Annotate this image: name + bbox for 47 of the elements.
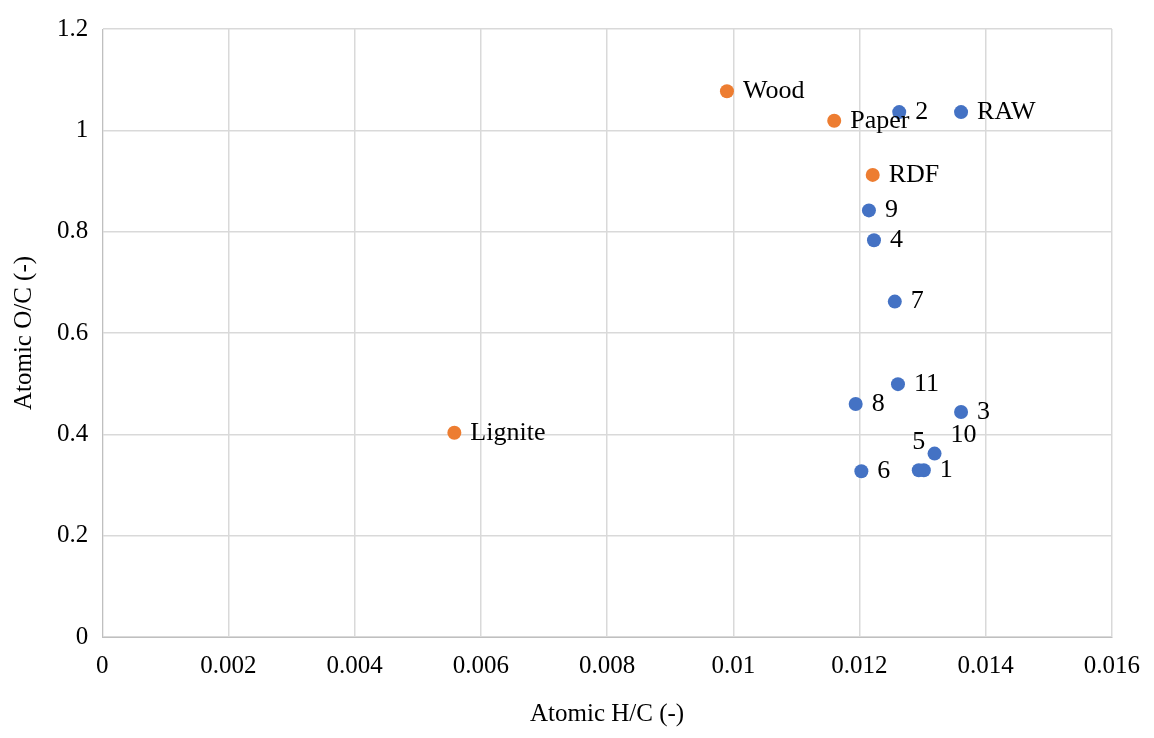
annotation: 5 [912, 426, 926, 456]
annotation: Wood [742, 75, 805, 105]
annotation: Lignite [470, 416, 546, 446]
point [848, 396, 863, 411]
point [719, 84, 734, 99]
point [865, 167, 880, 182]
x-axis-title: Atomic H/C (-) [529, 698, 685, 727]
point [866, 233, 881, 248]
y-tick-label: 0.4 [57, 418, 89, 446]
annotation: 8 [871, 387, 885, 417]
annotation: 3 [977, 395, 991, 425]
point [927, 446, 942, 461]
annotation: RAW [977, 95, 1037, 125]
y-tick-label: 0.2 [57, 520, 89, 548]
point [890, 377, 905, 392]
annotation: Paper [850, 104, 910, 134]
y-axis-title: Atomic O/C (-) [8, 255, 37, 411]
point [854, 464, 869, 479]
annotation: 10 [950, 419, 977, 449]
annotation: 1 [939, 454, 953, 484]
x-tick-label: 0.016 [1083, 650, 1140, 678]
y-tick-label: 0.8 [57, 216, 89, 244]
y-tick-label: 1.2 [57, 13, 89, 41]
x-tick-label: 0.014 [957, 650, 1015, 678]
annotation: 4 [889, 224, 903, 254]
y-tick-label: 0 [75, 621, 89, 649]
x-tick-label: 0.012 [831, 650, 888, 678]
annotation: 11 [913, 368, 940, 397]
annotation: 6 [877, 455, 891, 485]
annotation: 9 [884, 194, 898, 224]
point [861, 203, 876, 218]
y-tick-label: 1 [75, 114, 89, 142]
x-tick-label: 0.006 [452, 650, 509, 678]
point [954, 405, 969, 420]
x-tick-label: 0 [96, 650, 109, 678]
x-tick-label: 0.002 [200, 650, 257, 678]
point [827, 113, 842, 128]
annotation: RDF [888, 158, 940, 188]
point [954, 105, 969, 120]
x-tick-label: 0.004 [326, 650, 384, 678]
y-tick-label: 0.6 [57, 317, 89, 345]
point [887, 294, 902, 309]
point [447, 425, 462, 440]
x-tick-label: 0.01 [711, 650, 756, 678]
annotation: 7 [910, 285, 924, 315]
annotation: 2 [915, 95, 929, 125]
x-tick-label: 0.008 [578, 650, 636, 678]
